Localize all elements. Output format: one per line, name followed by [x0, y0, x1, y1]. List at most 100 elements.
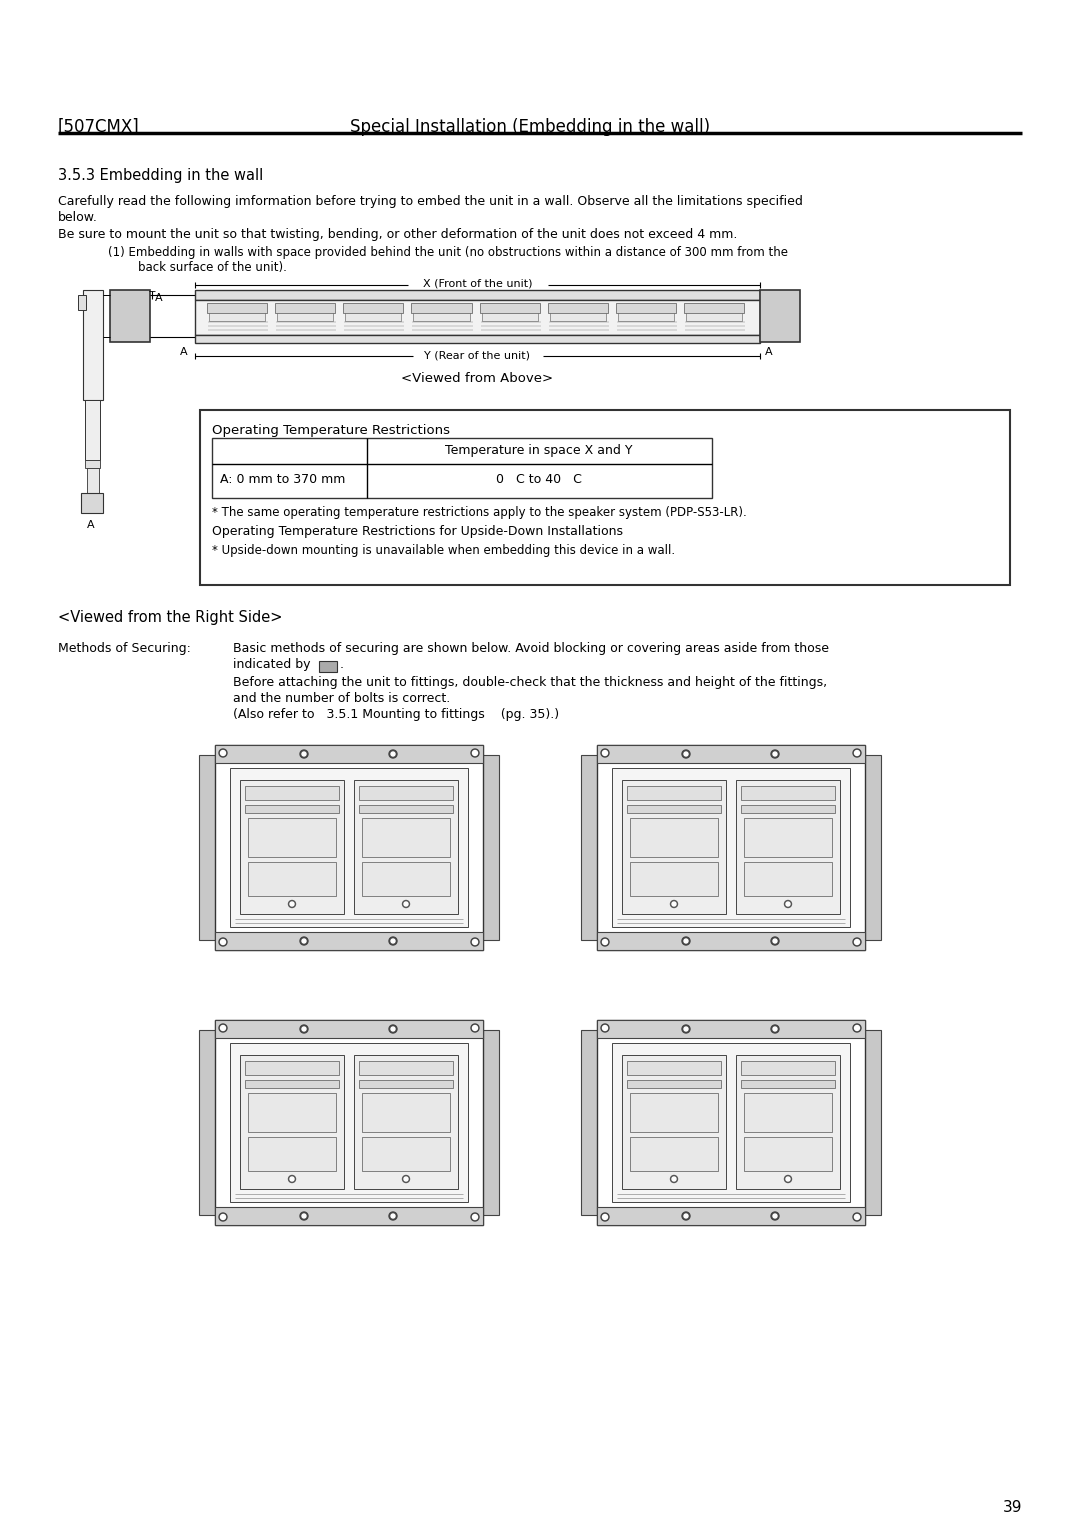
Circle shape [391, 1027, 395, 1031]
Bar [275, 303, 335, 313]
Bar [210, 313, 265, 321]
Text: and the number of bolts is correct.: and the number of bolts is correct. [233, 692, 450, 704]
Text: A: A [156, 293, 163, 303]
Circle shape [603, 940, 607, 944]
Text: [507CMX]: [507CMX] [58, 118, 139, 136]
Circle shape [684, 1027, 688, 1031]
Circle shape [220, 1215, 226, 1219]
Bar [630, 1093, 718, 1132]
Bar [597, 1207, 865, 1225]
Text: below.: below. [58, 211, 98, 225]
Circle shape [391, 940, 395, 943]
Bar [597, 932, 865, 950]
Circle shape [681, 1212, 690, 1219]
Bar [735, 1054, 840, 1189]
Circle shape [300, 750, 308, 758]
Bar [741, 1060, 835, 1076]
Bar [248, 1137, 336, 1170]
Bar [278, 313, 334, 321]
Bar [359, 1080, 453, 1088]
Bar [859, 755, 881, 940]
Bar [622, 1054, 726, 1189]
Circle shape [684, 752, 688, 756]
Circle shape [773, 1215, 777, 1218]
Circle shape [288, 1175, 296, 1183]
Bar [245, 1080, 339, 1088]
Circle shape [603, 1025, 607, 1030]
Text: Special Installation (Embedding in the wall): Special Installation (Embedding in the w… [350, 118, 710, 136]
Bar [630, 862, 718, 895]
Bar [597, 1021, 865, 1225]
Bar [359, 1060, 453, 1076]
Bar [612, 1044, 850, 1203]
Circle shape [773, 940, 777, 943]
Bar [215, 1207, 483, 1225]
Text: A: A [765, 347, 772, 358]
Bar [200, 410, 1010, 585]
Circle shape [784, 900, 792, 908]
Circle shape [219, 938, 227, 946]
Bar [215, 746, 483, 762]
Bar [215, 1021, 483, 1038]
Bar [548, 303, 608, 313]
Circle shape [773, 752, 777, 756]
Bar [616, 303, 676, 313]
Circle shape [220, 940, 226, 944]
Circle shape [300, 937, 308, 944]
Circle shape [603, 750, 607, 755]
Bar [741, 1080, 835, 1088]
Circle shape [300, 1025, 308, 1033]
Text: Operating Temperature Restrictions for Upside-Down Installations: Operating Temperature Restrictions for U… [212, 526, 623, 538]
Circle shape [671, 1175, 677, 1183]
Bar [199, 1030, 221, 1215]
Bar [199, 755, 221, 940]
Circle shape [403, 1175, 409, 1183]
Circle shape [603, 1215, 607, 1219]
Bar [85, 400, 100, 460]
Bar [248, 862, 336, 895]
Bar [110, 290, 150, 342]
Text: Carefully read the following imformation before trying to embed the unit in a wa: Carefully read the following imformation… [58, 196, 802, 208]
Text: <Viewed from Above>: <Viewed from Above> [402, 371, 554, 385]
Circle shape [403, 900, 409, 908]
Bar [597, 746, 865, 950]
Circle shape [471, 749, 480, 756]
Text: Basic methods of securing are shown below. Avoid blocking or covering areas asid: Basic methods of securing are shown belo… [233, 642, 829, 656]
Bar [581, 755, 603, 940]
Bar [411, 303, 472, 313]
Bar [482, 313, 538, 321]
Bar [230, 769, 468, 927]
Circle shape [389, 1025, 397, 1033]
Bar [477, 1030, 499, 1215]
Circle shape [389, 1212, 397, 1219]
Circle shape [854, 1025, 860, 1030]
Circle shape [220, 750, 226, 755]
Bar [414, 313, 470, 321]
Text: Methods of Securing:: Methods of Securing: [58, 642, 191, 656]
Text: 0   C to 40   C: 0 C to 40 C [496, 474, 582, 486]
Circle shape [473, 940, 477, 944]
Circle shape [784, 1175, 792, 1183]
Circle shape [853, 1213, 861, 1221]
Bar [597, 746, 865, 762]
Bar [359, 805, 453, 813]
Circle shape [300, 1212, 308, 1219]
Text: (Also refer to   3.5.1 Mounting to fittings    (pg. 35).): (Also refer to 3.5.1 Mounting to fitting… [233, 707, 559, 721]
Text: back surface of the unit).: back surface of the unit). [138, 261, 287, 274]
Circle shape [681, 1025, 690, 1033]
Circle shape [600, 749, 609, 756]
Bar [630, 1137, 718, 1170]
Circle shape [773, 1027, 777, 1031]
Text: * Upside-down mounting is unavailable when embedding this device in a wall.: * Upside-down mounting is unavailable wh… [212, 544, 675, 558]
Circle shape [302, 940, 306, 943]
Bar [362, 817, 450, 857]
Bar [744, 1093, 832, 1132]
Circle shape [288, 900, 296, 908]
Bar [343, 303, 403, 313]
Bar [686, 313, 742, 321]
Circle shape [389, 937, 397, 944]
Text: Operating Temperature Restrictions: Operating Temperature Restrictions [212, 423, 450, 437]
Circle shape [219, 1213, 227, 1221]
Circle shape [391, 752, 395, 756]
Circle shape [600, 938, 609, 946]
